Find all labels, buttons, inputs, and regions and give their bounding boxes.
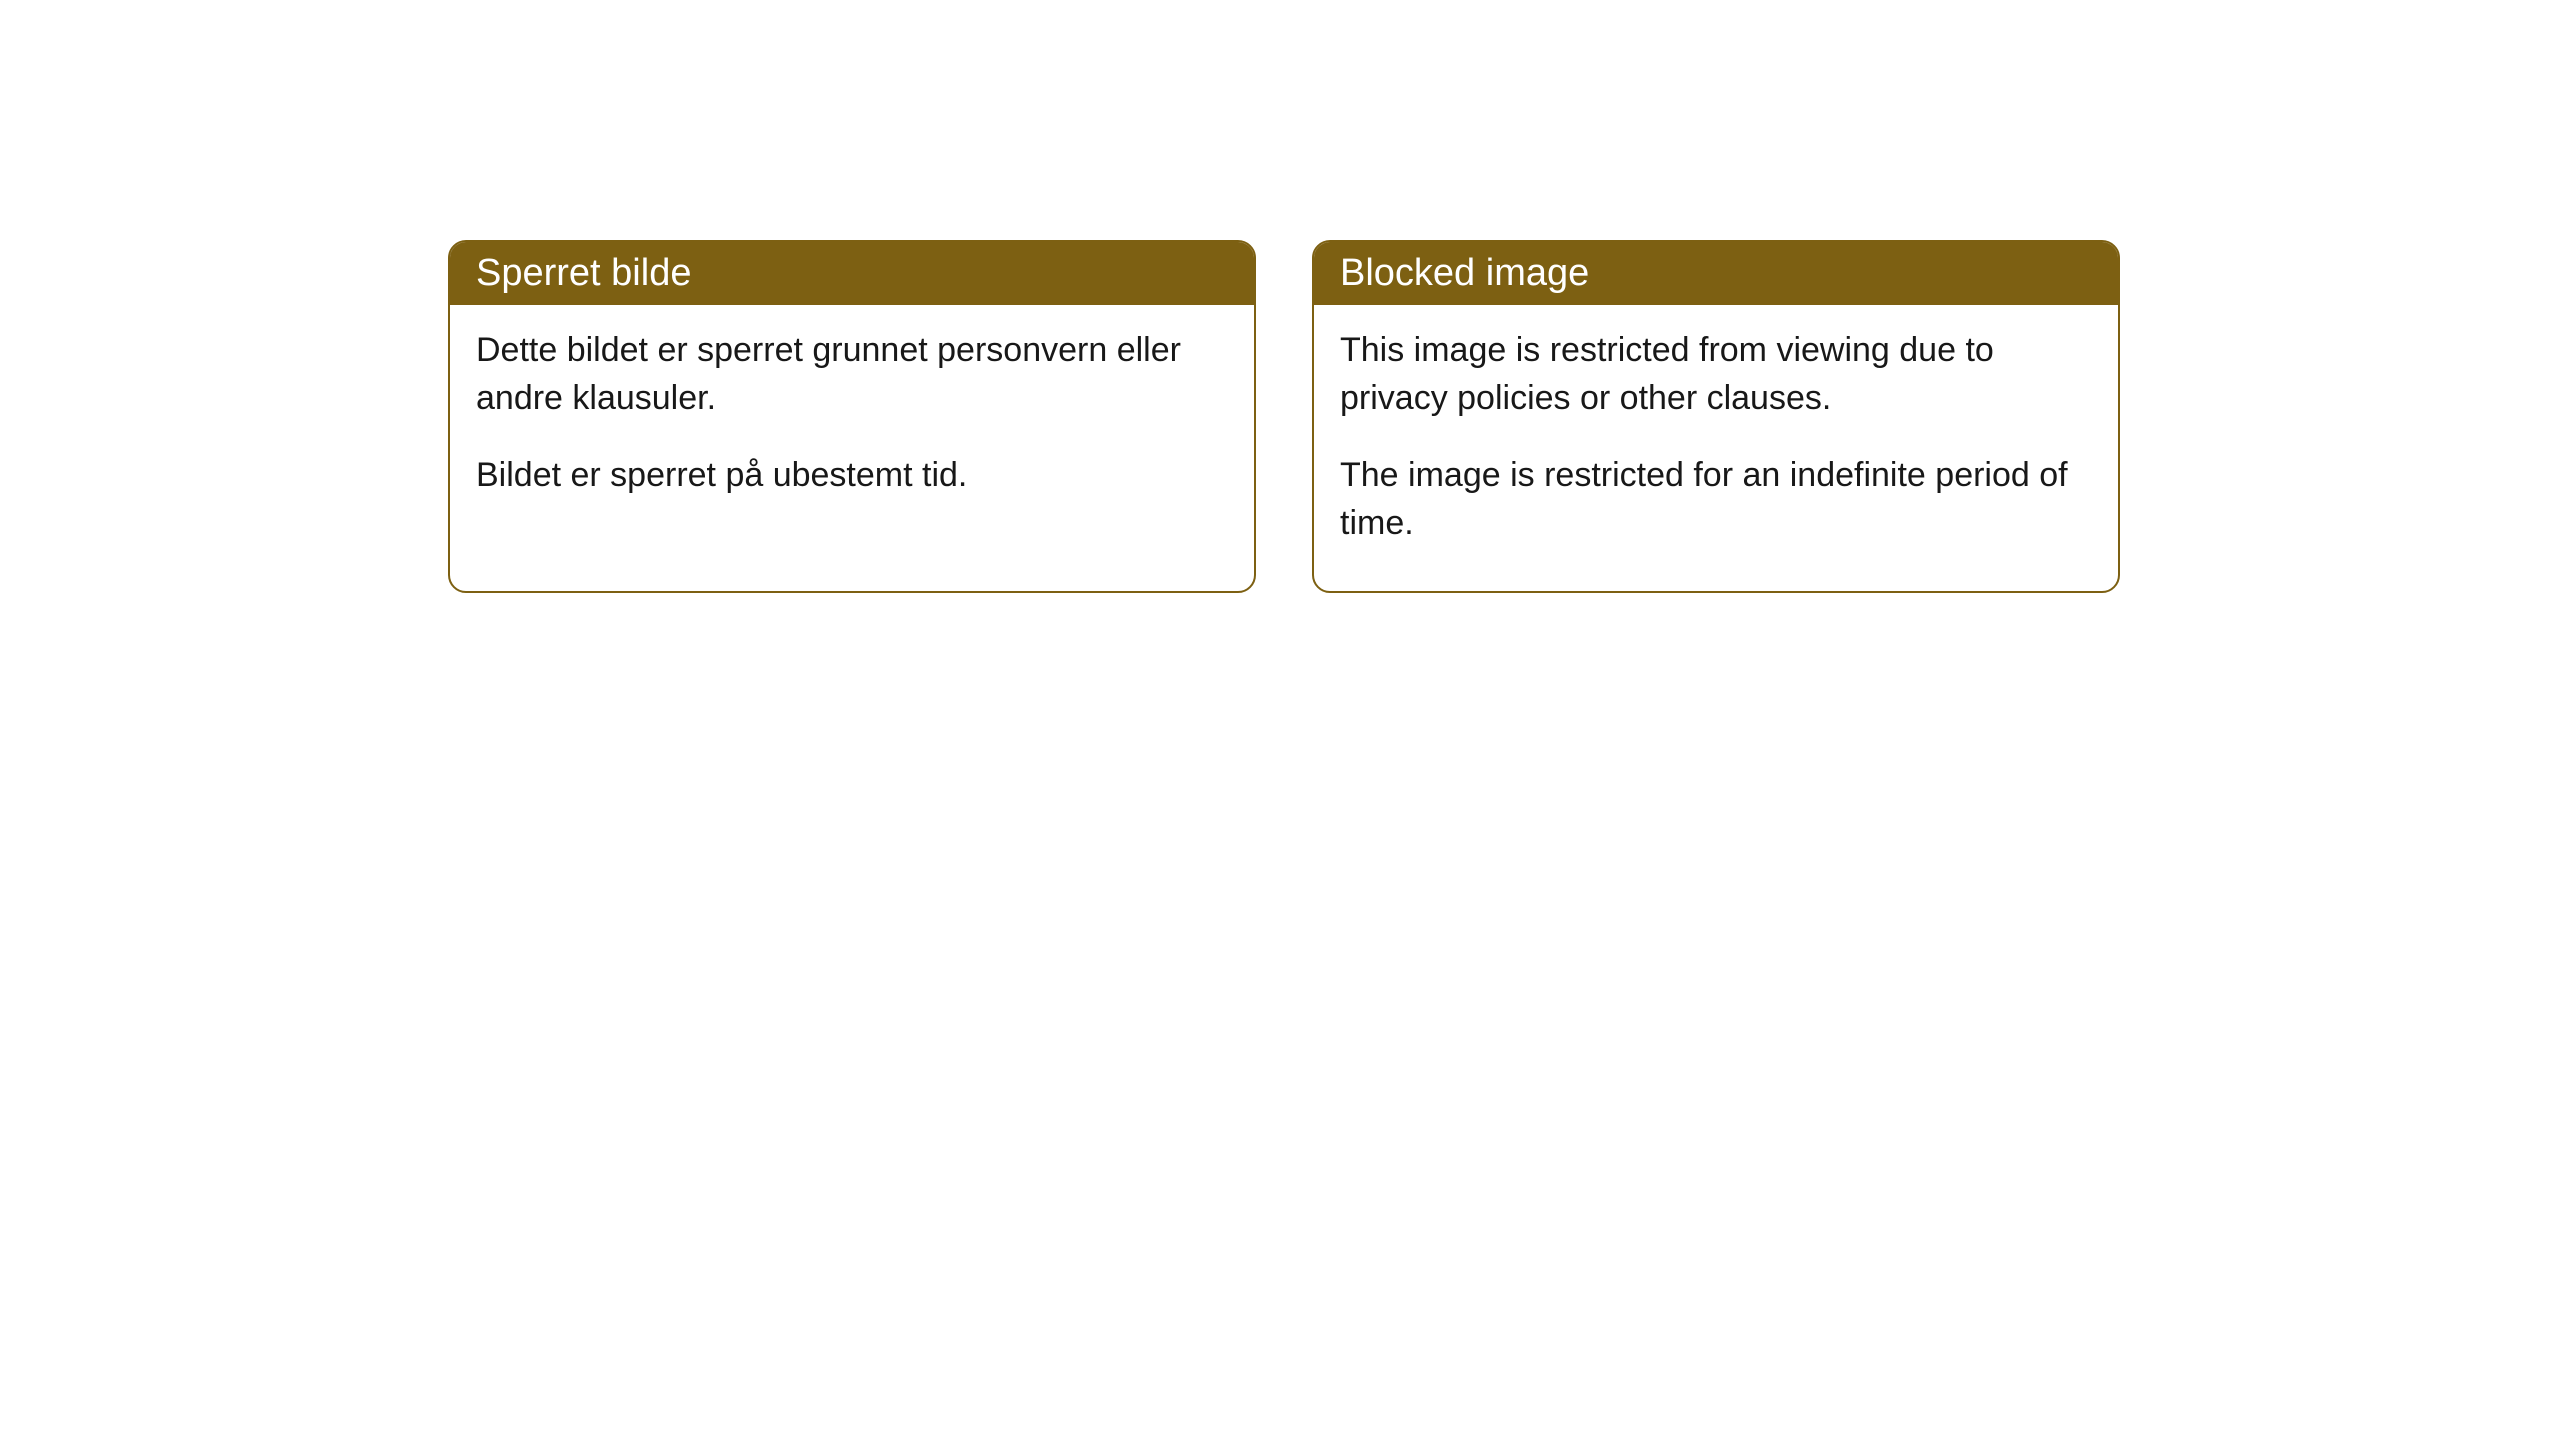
card-paragraph: This image is restricted from viewing du… <box>1340 327 2092 422</box>
card-body: This image is restricted from viewing du… <box>1314 305 2118 591</box>
blocked-image-card-norwegian: Sperret bilde Dette bildet er sperret gr… <box>448 240 1256 593</box>
card-container: Sperret bilde Dette bildet er sperret gr… <box>0 0 2560 593</box>
blocked-image-card-english: Blocked image This image is restricted f… <box>1312 240 2120 593</box>
card-body: Dette bildet er sperret grunnet personve… <box>450 305 1254 544</box>
card-paragraph: Bildet er sperret på ubestemt tid. <box>476 452 1228 500</box>
card-paragraph: Dette bildet er sperret grunnet personve… <box>476 327 1228 422</box>
card-paragraph: The image is restricted for an indefinit… <box>1340 452 2092 547</box>
card-header: Blocked image <box>1314 242 2118 305</box>
card-header: Sperret bilde <box>450 242 1254 305</box>
